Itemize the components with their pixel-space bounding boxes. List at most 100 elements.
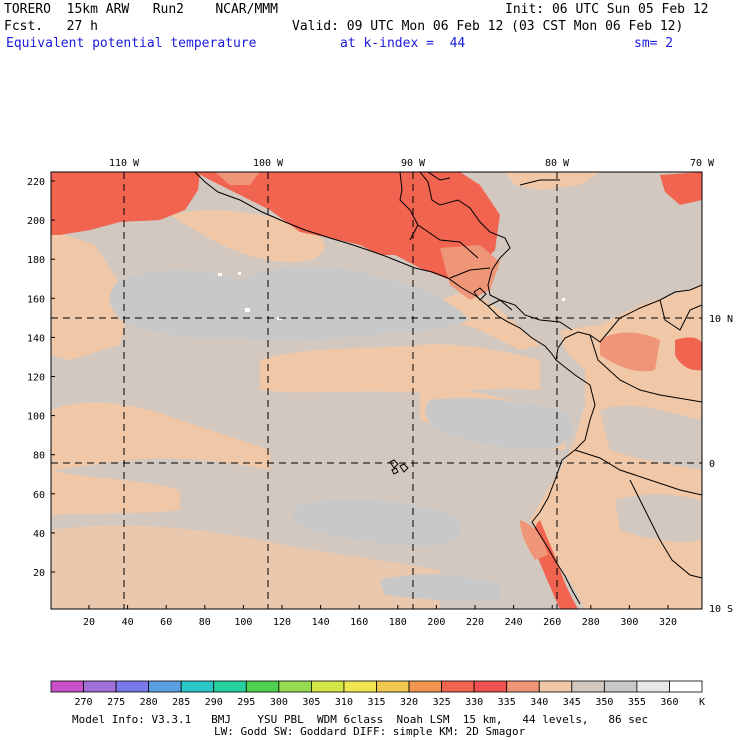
lake-nicaragua	[473, 287, 487, 301]
colorbar-swatch	[83, 680, 117, 693]
warm-band-equatorial-west	[51, 402, 270, 470]
warm-band-south-west	[51, 470, 180, 515]
x-tick-label: 140	[312, 617, 330, 628]
colorbar-label: 305	[302, 697, 320, 708]
valid-time: Valid: 09 UTC Mon 06 Feb 12 (03 CST Mon …	[292, 19, 684, 34]
white-spot	[562, 298, 565, 301]
colorbar-label: 320	[400, 697, 418, 708]
field-name: Equivalent potential temperature	[6, 36, 257, 51]
model-info: Model Info: V3.3.1 BMJ YSU PBL WDM 6clas…	[72, 713, 649, 726]
colorbar-label: 275	[107, 697, 125, 708]
colorbar-label: 310	[335, 697, 353, 708]
ecuador-peru-border	[574, 449, 702, 496]
graticule	[51, 172, 702, 609]
y-tick-label: 200	[27, 216, 45, 227]
colorbar-label: 295	[237, 697, 255, 708]
map-plot-area	[51, 172, 702, 609]
x-tick-label: 160	[350, 617, 368, 628]
colorbar-swatch	[376, 680, 410, 693]
lon-label: 70 W	[690, 158, 715, 169]
caribbean-warm-band	[505, 172, 600, 190]
colorbar-label: 340	[530, 697, 548, 708]
x-tick-label: 20	[83, 617, 95, 628]
y-tick-label: 180	[27, 255, 45, 266]
white-spot	[218, 273, 222, 276]
south-america-pacific-coast	[531, 359, 596, 605]
colorbar-label: 270	[75, 697, 93, 708]
central-america-caribbean-coast	[419, 172, 573, 331]
colorbar-label: 345	[563, 697, 581, 708]
colorbar-label: 360	[660, 697, 678, 708]
colorbar-swatch	[310, 680, 345, 693]
costa-rica-border	[487, 299, 513, 311]
colorbar-swatch	[571, 680, 605, 693]
coastlines	[194, 172, 702, 605]
y-tick-label: 60	[33, 490, 45, 501]
colorbar-label: 350	[595, 697, 613, 708]
x-tick-label: 40	[122, 617, 134, 628]
peru-brazil-border	[629, 479, 702, 579]
lat-label: 0	[709, 459, 715, 470]
colorbar-label: 315	[367, 697, 385, 708]
warm-band-near-coast	[170, 210, 325, 263]
caribbean-hot-patch	[660, 172, 702, 205]
x-tick-label: 220	[466, 617, 484, 628]
andes-warm-patch	[600, 332, 660, 372]
level-index: at k-index = 44	[340, 36, 466, 51]
colorbar-swatch	[213, 680, 247, 693]
venezuela-hot-patch	[675, 337, 702, 371]
belize-coast	[427, 172, 451, 181]
white-spot	[245, 308, 250, 312]
lat-label: 10 N	[709, 314, 733, 325]
x-tick-label: 180	[389, 617, 407, 628]
colorbar-swatch	[115, 680, 150, 693]
colorbar-label: 330	[465, 697, 483, 708]
colorbar-swatch	[50, 680, 84, 693]
nicaragua-border	[449, 267, 491, 279]
lon-label: 90 W	[401, 158, 426, 169]
map-frame	[50, 171, 703, 610]
x-tick-label: 80	[199, 617, 211, 628]
guatemala-border	[399, 172, 419, 241]
colorbar-swatch	[473, 680, 508, 693]
colorbar	[50, 680, 703, 693]
honduras-border	[417, 224, 479, 259]
caribbean-island	[519, 179, 560, 186]
cool-region-far-south	[380, 574, 500, 601]
cool-region-east	[425, 398, 573, 450]
colombia-venezuela-north-coast	[555, 284, 702, 361]
colorbar-label: 290	[205, 697, 223, 708]
y-tick-label: 120	[27, 373, 45, 384]
y-tick-label: 100	[27, 412, 45, 423]
mexico-pacific-hot-zone	[51, 172, 200, 235]
nicaragua-warm-patch	[440, 245, 500, 300]
y-tick-label: 20	[33, 568, 45, 579]
x-tick-label: 100	[234, 617, 252, 628]
x-tick-label: 260	[543, 617, 561, 628]
colorbar-swatch	[343, 680, 377, 693]
colorbar-swatch	[245, 680, 280, 693]
colorbar-label: 285	[172, 697, 190, 708]
x-tick-label: 320	[659, 617, 677, 628]
colorbar-swatch	[636, 680, 670, 693]
amazon-cool-patch	[600, 405, 702, 470]
colorbar-unit: K	[699, 697, 705, 708]
colorbar-swatch	[538, 680, 573, 693]
x-grid-ticks: 20 40 60 80 100 120 140 160 180 200 220 240 260 280 30…	[83, 605, 677, 628]
physics-info: LW: Godd SW: Goddard DIFF: simple KM: 2D…	[214, 725, 526, 738]
galapagos-islands	[389, 459, 409, 475]
colorbar-swatch	[180, 680, 215, 693]
lon-label: 100 W	[253, 158, 284, 169]
colorbar-swatch	[148, 680, 182, 693]
interior-cool-patch	[615, 494, 702, 542]
colorbar-label: 335	[498, 697, 516, 708]
x-tick-label: 120	[273, 617, 291, 628]
x-tick-label: 200	[427, 617, 445, 628]
colorbar-swatch	[669, 680, 703, 693]
y-grid-ticks: 220 200 180 160 140 120 100 80 60 40 20	[27, 177, 55, 579]
lat-label: 10 S	[709, 604, 733, 615]
colorbar-swatch	[506, 680, 540, 693]
smoothing: sm= 2	[634, 36, 674, 51]
white-spot	[238, 272, 241, 275]
